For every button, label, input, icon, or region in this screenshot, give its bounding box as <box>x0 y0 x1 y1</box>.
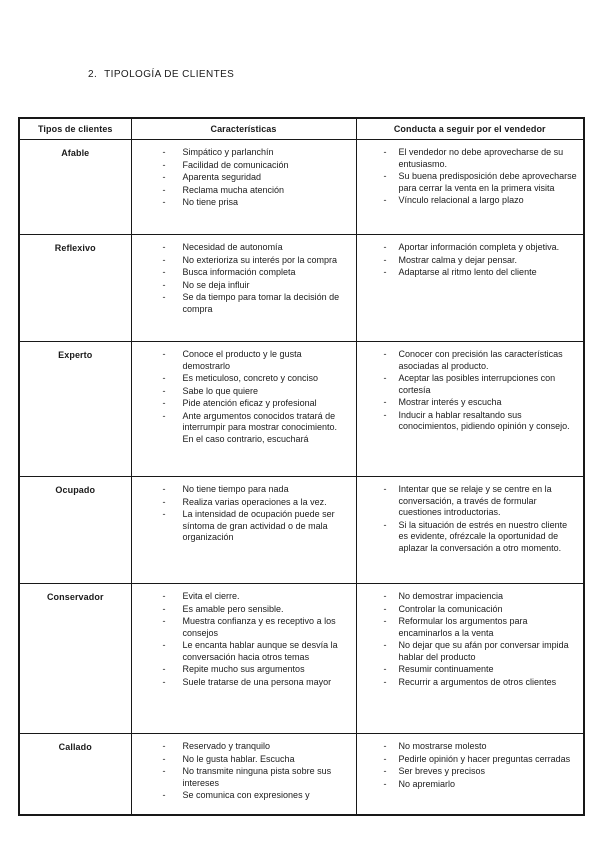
bullet-item: Es meticuloso, concreto y conciso <box>161 373 350 386</box>
bullet-item: La intensidad de ocupación puede ser sín… <box>161 509 350 545</box>
bullet-item: Pedirle opinión y hacer preguntas cerrad… <box>382 754 578 767</box>
bullet-item: Suele tratarse de una persona mayor <box>161 677 350 690</box>
bullet-item: Intentar que se relaje y se centre en la… <box>382 484 578 520</box>
column-header-conducta: Conducta a seguir por el vendedor <box>355 117 585 140</box>
bullet-item: Necesidad de autonomía <box>161 242 350 255</box>
bullet-item: No tiene prisa <box>161 197 350 210</box>
table-row-ocupado: Ocupado No tiene tiempo para nadaRealiza… <box>18 476 585 584</box>
bullet-list: No mostrarse molestoPedirle opinión y ha… <box>357 741 583 792</box>
conducta-cell: No demostrar impacienciaControlar la com… <box>355 583 585 734</box>
bullet-item: Mostrar calma y dejar pensar. <box>382 255 578 268</box>
bullet-item: Sabe lo que quiere <box>161 386 350 399</box>
bullet-item: Reservado y tranquilo <box>161 741 350 754</box>
bullet-list: El vendedor no debe aprovecharse de su e… <box>357 147 583 208</box>
client-type-label: Ocupado <box>18 476 132 584</box>
bullet-item: Conocer con precisión las característica… <box>382 349 578 373</box>
table-row-reflexivo: Reflexivo Necesidad de autonomíaNo exter… <box>18 234 585 342</box>
bullet-item: No dejar que su afán por conversar impid… <box>382 640 578 664</box>
bullet-item: Evita el cierre. <box>161 591 350 604</box>
caracteristicas-cell: Reservado y tranquiloNo le gusta hablar.… <box>130 733 357 816</box>
bullet-list: Simpático y parlanchínFacilidad de comun… <box>132 147 355 210</box>
column-header-tipos-de-clientes: Tipos de clientes <box>18 117 132 140</box>
caracteristicas-cell: Simpático y parlanchínFacilidad de comun… <box>130 139 357 235</box>
caracteristicas-cell: Evita el cierre.Es amable pero sensible.… <box>130 583 357 734</box>
bullet-item: Es amable pero sensible. <box>161 604 350 617</box>
table-header-row: Tipos de clientes Características Conduc… <box>18 117 585 140</box>
caracteristicas-cell: Necesidad de autonomíaNo exterioriza su … <box>130 234 357 342</box>
bullet-item: Si la situación de estrés en nuestro cli… <box>382 520 578 556</box>
table-row-conservador: Conservador Evita el cierre.Es amable pe… <box>18 583 585 734</box>
bullet-item: Recurrir a argumentos de otros clientes <box>382 677 578 690</box>
page-title: 2. TIPOLOGÍA DE CLIENTES <box>88 69 234 80</box>
conducta-cell: El vendedor no debe aprovecharse de su e… <box>355 139 585 235</box>
table-row-afable: Afable Simpático y parlanchínFacilidad d… <box>18 139 585 235</box>
client-type-label: Experto <box>18 341 132 477</box>
bullet-item: No demostrar impaciencia <box>382 591 578 604</box>
bullet-item: Resumir continuamente <box>382 664 578 677</box>
table-row-experto: Experto Conoce el producto y le gusta de… <box>18 341 585 477</box>
bullet-item: Realiza varias operaciones a la vez. <box>161 497 350 510</box>
bullet-item: No mostrarse molesto <box>382 741 578 754</box>
client-type-label: Reflexivo <box>18 234 132 342</box>
caracteristicas-cell: No tiene tiempo para nadaRealiza varias … <box>130 476 357 584</box>
client-type-label: Afable <box>18 139 132 235</box>
heading-text: TIPOLOGÍA DE CLIENTES <box>104 69 235 80</box>
bullet-list: Conocer con precisión las característica… <box>357 349 583 434</box>
conducta-cell: Intentar que se relaje y se centre en la… <box>355 476 585 584</box>
bullet-item: Adaptarse al ritmo lento del cliente <box>382 267 578 280</box>
bullet-item: Facilidad de comunicación <box>161 160 350 173</box>
bullet-item: No tiene tiempo para nada <box>161 484 350 497</box>
bullet-list: Aportar información completa y objetiva.… <box>357 242 583 280</box>
bullet-item: Reclama mucha atención <box>161 185 350 198</box>
bullet-item: Mostrar interés y escucha <box>382 397 578 410</box>
bullet-item: No exterioriza su interés por la compra <box>161 255 350 268</box>
conducta-cell: Conocer con precisión las característica… <box>355 341 585 477</box>
bullet-item: Repite mucho sus argumentos <box>161 664 350 677</box>
bullet-list: Intentar que se relaje y se centre en la… <box>357 484 583 556</box>
bullet-item: Aportar información completa y objetiva. <box>382 242 578 255</box>
bullet-item: Simpático y parlanchín <box>161 147 350 160</box>
bullet-item: Reformular los argumentos para encaminar… <box>382 616 578 640</box>
bullet-list: No tiene tiempo para nadaRealiza varias … <box>132 484 355 545</box>
bullet-item: Ser breves y precisos <box>382 766 578 779</box>
bullet-item: Busca información completa <box>161 267 350 280</box>
bullet-item: Ante argumentos conocidos tratará de int… <box>161 411 350 447</box>
bullet-item: Le encanta hablar aunque se desvía la co… <box>161 640 350 664</box>
bullet-item: Muestra confianza y es receptivo a los c… <box>161 616 350 640</box>
caracteristicas-cell: Conoce el producto y le gusta demostrarl… <box>130 341 357 477</box>
bullet-item: Pide atención eficaz y profesional <box>161 398 350 411</box>
bullet-item: El vendedor no debe aprovecharse de su e… <box>382 147 578 171</box>
client-type-label: Conservador <box>18 583 132 734</box>
bullet-item: Inducir a hablar resaltando sus conocimi… <box>382 410 578 434</box>
conducta-cell: Aportar información completa y objetiva.… <box>355 234 585 342</box>
bullet-list: Conoce el producto y le gusta demostrarl… <box>132 349 355 447</box>
bullet-item: No apremiarlo <box>382 779 578 792</box>
bullet-item: Se da tiempo para tomar la decisión de c… <box>161 292 350 316</box>
bullet-item: Se comunica con expresiones y <box>161 790 350 803</box>
bullet-item: No transmite ninguna pista sobre sus int… <box>161 766 350 790</box>
bullet-item: Vínculo relacional a largo plazo <box>382 195 578 208</box>
bullet-item: Conoce el producto y le gusta demostrarl… <box>161 349 350 373</box>
bullet-item: No le gusta hablar. Escucha <box>161 754 350 767</box>
bullet-item: Aceptar las posibles interrupciones con … <box>382 373 578 397</box>
bullet-list: No demostrar impacienciaControlar la com… <box>357 591 583 690</box>
bullet-list: Evita el cierre.Es amable pero sensible.… <box>132 591 355 690</box>
bullet-item: No se deja influir <box>161 280 350 293</box>
client-typology-table: Tipos de clientes Características Conduc… <box>18 117 585 816</box>
bullet-item: Su buena predisposición debe aprovechars… <box>382 171 578 195</box>
bullet-list: Reservado y tranquiloNo le gusta hablar.… <box>132 741 355 803</box>
bullet-item: Aparenta seguridad <box>161 172 350 185</box>
column-header-caracteristicas: Características <box>130 117 357 140</box>
client-type-label: Callado <box>18 733 132 816</box>
conducta-cell: No mostrarse molestoPedirle opinión y ha… <box>355 733 585 816</box>
bullet-item: Controlar la comunicación <box>382 604 578 617</box>
heading-number: 2. <box>88 69 98 80</box>
table-row-callado: Callado Reservado y tranquiloNo le gusta… <box>18 733 585 816</box>
bullet-list: Necesidad de autonomíaNo exterioriza su … <box>132 242 355 316</box>
